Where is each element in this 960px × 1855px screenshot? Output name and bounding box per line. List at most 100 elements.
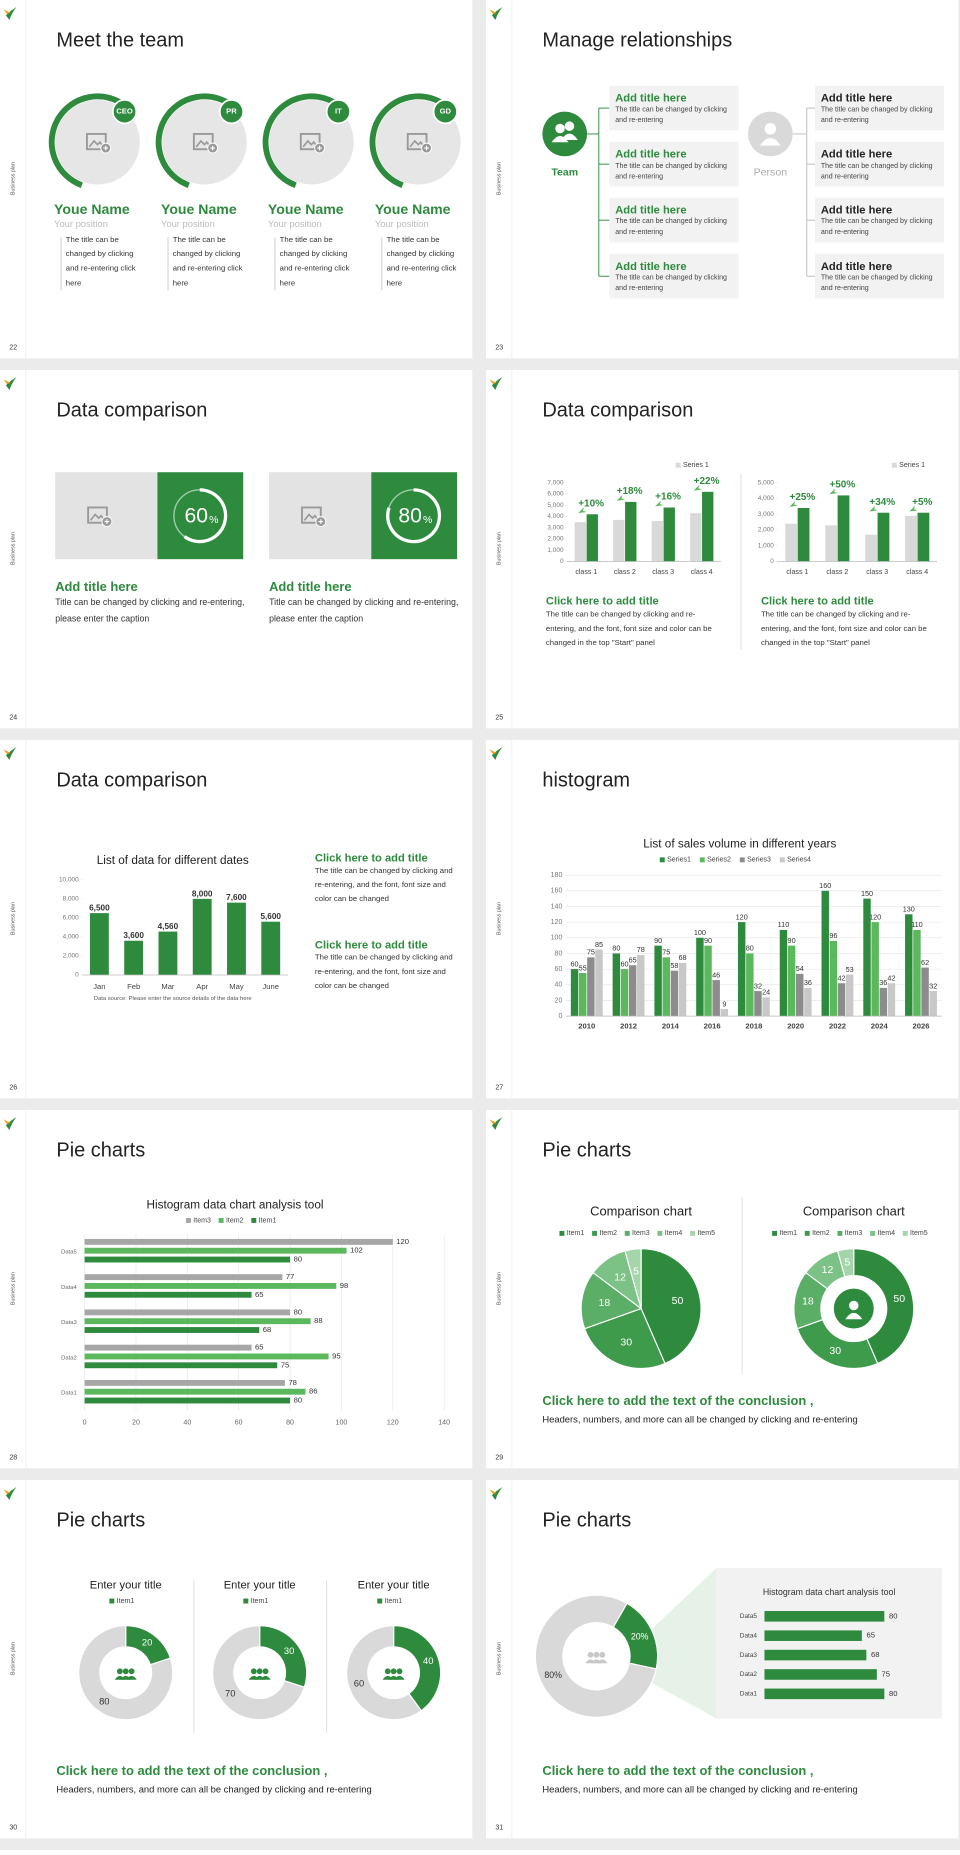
legend-label: Item2 xyxy=(599,1230,617,1237)
annotation-arrow xyxy=(829,488,838,495)
slide-background xyxy=(486,1110,959,1469)
slice xyxy=(346,1625,423,1721)
slice xyxy=(212,1625,306,1721)
x-tick-label: 140 xyxy=(438,1419,450,1426)
bar xyxy=(787,945,796,1017)
slice-label: 30 xyxy=(620,1336,632,1348)
panel-category: Data5 xyxy=(740,1613,758,1620)
bar xyxy=(89,913,109,975)
value-label: 90 xyxy=(788,936,796,945)
item-box xyxy=(609,253,739,299)
member-position: Your position xyxy=(161,218,215,229)
member-text-box: The title can be changed by clicking and… xyxy=(66,236,136,287)
person-icon xyxy=(599,1651,606,1658)
x-tick-label: 2022 xyxy=(829,1022,846,1031)
x-tick-label: class 1 xyxy=(786,569,808,576)
person-icon xyxy=(560,133,578,140)
member-name: Youe Name xyxy=(161,201,237,217)
value-label: 8,000 xyxy=(192,889,213,898)
side-label: Business plan xyxy=(496,162,502,195)
slide-number: 22 xyxy=(9,345,17,352)
person-icon xyxy=(116,1668,123,1675)
item-text: The title can be changed by clicking and… xyxy=(615,106,727,125)
slice-label: 60 xyxy=(354,1677,364,1688)
person-icon xyxy=(555,123,565,134)
bar xyxy=(804,987,812,1017)
avatar-ring xyxy=(155,93,236,188)
item-title: Add title here xyxy=(821,149,892,161)
person-icon xyxy=(390,1668,397,1675)
slice-label: 12 xyxy=(822,1264,834,1276)
y-tick-label: 6,000 xyxy=(63,915,80,922)
legend-swatch xyxy=(902,1230,908,1236)
image-icon xyxy=(302,139,318,148)
slide-number: 24 xyxy=(9,715,17,722)
slide-title: Data comparison xyxy=(542,399,693,421)
x-tick-label: class 3 xyxy=(652,569,674,576)
legend-label: Item4 xyxy=(665,1230,683,1237)
avatar-ring xyxy=(369,93,450,188)
image-icon xyxy=(192,133,214,151)
item-text: The title can be changed by clicking and… xyxy=(820,162,933,181)
bar xyxy=(261,921,281,975)
slice xyxy=(393,1625,442,1712)
logo xyxy=(3,749,11,755)
side-label: Business plan xyxy=(10,162,16,195)
person-icon xyxy=(760,137,781,146)
legend-swatch xyxy=(218,1217,224,1223)
bar xyxy=(821,890,829,1017)
value-label: 60 xyxy=(571,959,579,968)
legend-swatch xyxy=(779,857,785,863)
badge-label: PR xyxy=(226,107,237,116)
bar xyxy=(227,902,246,975)
conclusion-text: Headers, numbers, and more can all be ch… xyxy=(542,1784,857,1795)
slide-number: 27 xyxy=(495,1085,503,1092)
value-label: 36 xyxy=(804,978,812,987)
legend-swatch xyxy=(675,462,681,468)
annotation-arrow xyxy=(655,500,664,507)
x-tick-label: 80 xyxy=(286,1419,294,1426)
item-text-box: The title can be changed by clicking and… xyxy=(820,162,933,181)
value-label: 75 xyxy=(882,1669,890,1678)
logo xyxy=(3,1489,11,1495)
item-box xyxy=(815,141,945,187)
value-label: 7,600 xyxy=(226,893,247,902)
side-label: Business plan xyxy=(10,1642,16,1675)
badge xyxy=(218,98,245,125)
item-text-box: The title can be changed by clicking and… xyxy=(615,163,727,181)
value-label: 54 xyxy=(796,964,804,973)
value-label: 90 xyxy=(654,936,662,945)
bar xyxy=(662,957,670,1017)
chart-title: Comparison chart xyxy=(803,1204,905,1219)
value-label: 110 xyxy=(778,920,790,929)
slide-title: Pie charts xyxy=(56,1509,145,1531)
bar xyxy=(595,949,603,1017)
card-text: Title can be changed by clicking and re-… xyxy=(55,596,245,624)
panel-title: Histogram data chart analysis tool xyxy=(763,1587,896,1597)
bar xyxy=(84,1327,260,1333)
bar xyxy=(796,973,804,1017)
image-icon xyxy=(409,139,425,148)
slice-label: 30 xyxy=(284,1645,294,1656)
value-label: 150 xyxy=(861,889,873,898)
legend-label: Item5 xyxy=(697,1230,715,1237)
x-tick-label: Jan xyxy=(93,982,105,991)
y-tick-label: 2,000 xyxy=(63,953,80,960)
chart-heading: Click here to add title xyxy=(546,595,659,607)
x-tick-label: class 4 xyxy=(691,569,713,576)
bar xyxy=(84,1291,252,1298)
callout xyxy=(650,1568,717,1719)
conclusion-title: Click here to add the text of the conclu… xyxy=(542,1763,813,1778)
value-label: 9 xyxy=(722,999,726,1008)
slide-title: Meet the team xyxy=(56,29,184,51)
side-label: Business plan xyxy=(496,1272,502,1305)
card-text: Title can be changed by clicking and re-… xyxy=(269,596,459,624)
person-icon xyxy=(849,1300,859,1311)
side-label: Business plan xyxy=(496,1642,502,1675)
item-box xyxy=(815,197,945,243)
legend-swatch xyxy=(243,1598,249,1604)
legend-swatch xyxy=(870,1230,876,1236)
slice-label: 5 xyxy=(845,1256,851,1268)
y-tick-label: Data4 xyxy=(61,1285,77,1291)
y-tick-label: 0 xyxy=(558,1013,562,1020)
